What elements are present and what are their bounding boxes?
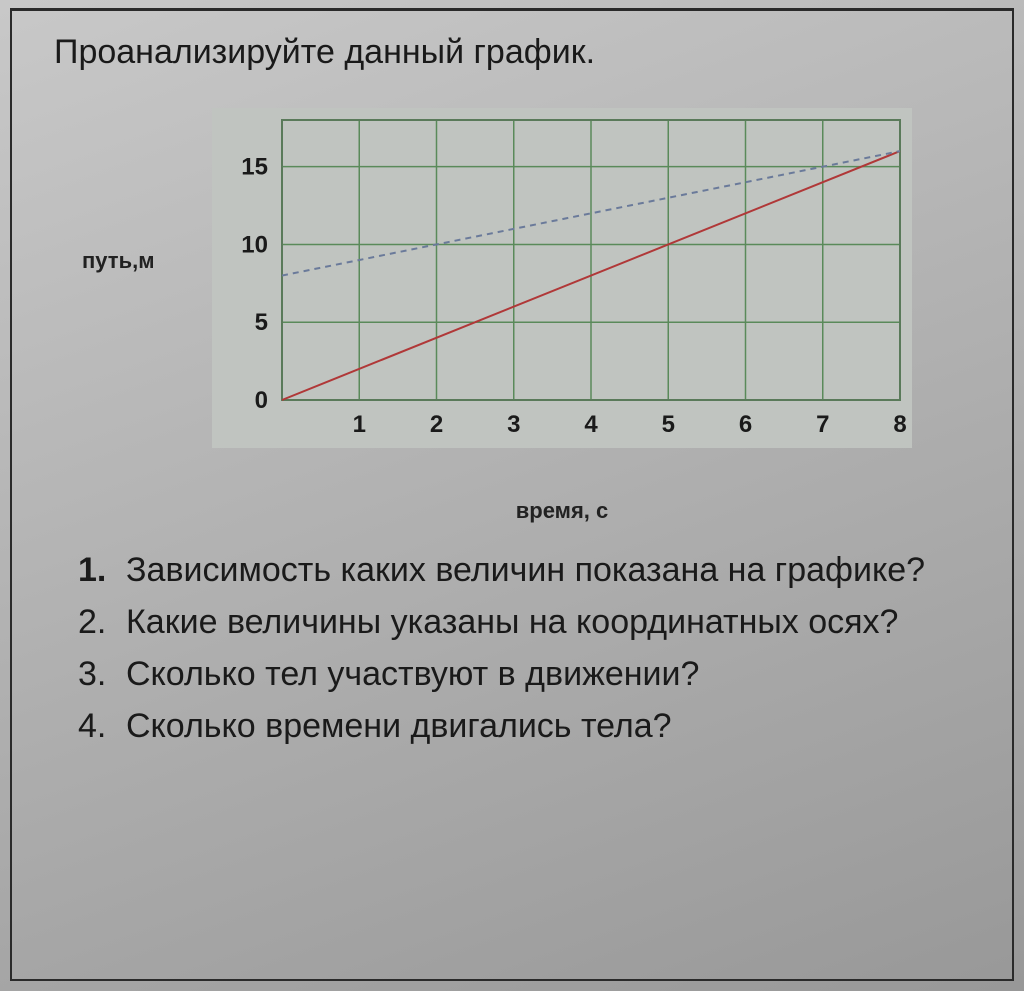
svg-text:5: 5 [662, 411, 675, 438]
svg-text:0: 0 [255, 387, 268, 414]
question-item: 1.Зависимость каких величин показана на … [78, 548, 964, 594]
chart-container: путь,м 05101512345678 время, с [82, 108, 942, 488]
svg-text:6: 6 [739, 411, 752, 438]
svg-text:5: 5 [255, 309, 268, 336]
svg-text:3: 3 [507, 411, 520, 438]
question-number: 3. [78, 652, 126, 698]
svg-text:10: 10 [241, 231, 268, 258]
question-number: 1. [78, 548, 126, 594]
questions-list: 1.Зависимость каких величин показана на … [78, 548, 964, 750]
svg-text:8: 8 [893, 411, 906, 438]
x-axis-label: время, с [516, 498, 608, 524]
question-text: Сколько времени двигались тела? [126, 704, 964, 750]
svg-text:4: 4 [584, 411, 598, 438]
y-axis-label: путь,м [82, 248, 154, 274]
svg-text:1: 1 [353, 411, 366, 438]
question-item: 3.Сколько тел участвуют в движении? [78, 652, 964, 698]
svg-text:7: 7 [816, 411, 829, 438]
question-text: Зависимость каких величин показана на гр… [126, 548, 964, 594]
question-item: 4.Сколько времени двигались тела? [78, 704, 964, 750]
distance-time-chart: 0 5 10 15 1 2 3 4 5 6 7 8 [212, 108, 912, 448]
question-number: 2. [78, 600, 126, 646]
question-text: Какие величины указаны на координатных о… [126, 600, 964, 646]
question-text: Сколько тел участвуют в движении? [126, 652, 964, 698]
question-item: 2.Какие величины указаны на координатных… [78, 600, 964, 646]
page: Проанализируйте данный график. путь,м 0 5… [0, 0, 1024, 991]
question-number: 4. [78, 704, 126, 750]
content-frame: Проанализируйте данный график. путь,м 0 5… [10, 8, 1014, 981]
svg-text:15: 15 [241, 154, 268, 181]
task-title: Проанализируйте данный график. [54, 33, 988, 72]
svg-text:2: 2 [430, 411, 443, 438]
